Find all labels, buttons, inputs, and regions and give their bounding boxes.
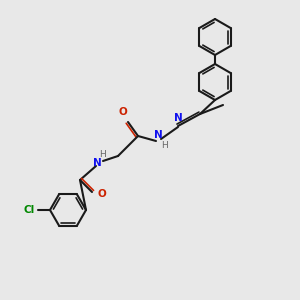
Text: Cl: Cl: [24, 205, 35, 215]
Text: O: O: [97, 189, 106, 199]
Text: N: N: [154, 130, 162, 140]
Text: N: N: [174, 113, 182, 123]
Text: H: H: [162, 142, 168, 151]
Text: H: H: [99, 150, 105, 159]
Text: N: N: [93, 158, 101, 168]
Text: O: O: [118, 107, 127, 117]
